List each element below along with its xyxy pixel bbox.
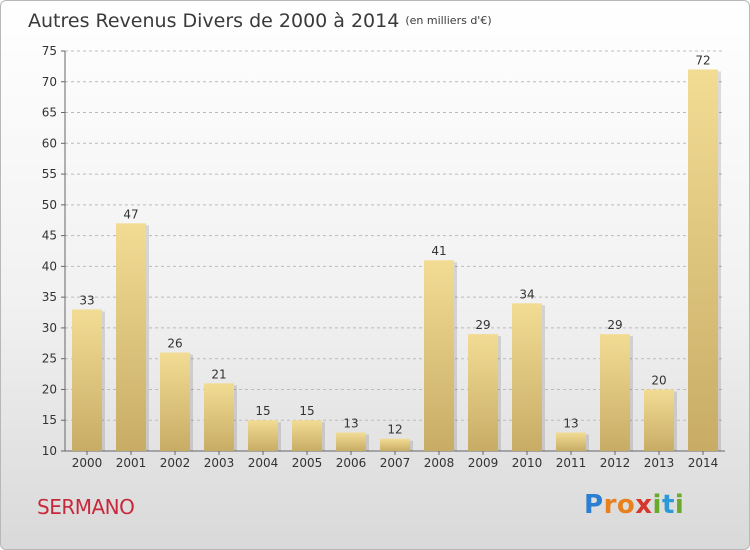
bar-2002[interactable] bbox=[160, 352, 190, 451]
data-label: 33 bbox=[79, 293, 94, 307]
bar-2013[interactable] bbox=[644, 389, 674, 451]
logo-letter: x bbox=[635, 490, 653, 520]
data-label: 13 bbox=[563, 417, 578, 431]
data-label: 34 bbox=[519, 287, 534, 301]
bar-2007[interactable] bbox=[380, 438, 410, 451]
data-label: 12 bbox=[387, 423, 402, 437]
y-tick-label: 30 bbox=[42, 321, 57, 335]
x-tick-label: 2005 bbox=[292, 456, 323, 470]
data-label: 47 bbox=[123, 207, 138, 221]
bar-2012[interactable] bbox=[600, 334, 630, 451]
x-tick-label: 2007 bbox=[380, 456, 411, 470]
x-tick-label: 2001 bbox=[116, 456, 147, 470]
x-tick-label: 2004 bbox=[248, 456, 279, 470]
bar-2009[interactable] bbox=[468, 334, 498, 451]
y-tick-label: 60 bbox=[42, 136, 57, 150]
logo-letter: i bbox=[652, 490, 662, 520]
data-label: 41 bbox=[431, 244, 446, 258]
bar-2005[interactable] bbox=[292, 420, 322, 451]
bar-2003[interactable] bbox=[204, 383, 234, 451]
y-tick-label: 35 bbox=[42, 290, 57, 304]
data-label: 26 bbox=[167, 337, 182, 351]
bar-2011[interactable] bbox=[556, 432, 586, 451]
bar-2006[interactable] bbox=[336, 432, 366, 451]
x-tick-label: 2011 bbox=[556, 456, 587, 470]
y-tick-label: 15 bbox=[42, 413, 57, 427]
chart-title-text: Autres Revenus Divers de 2000 à 2014 bbox=[28, 10, 400, 32]
x-tick-label: 2013 bbox=[644, 456, 675, 470]
data-label: 72 bbox=[695, 53, 710, 67]
commune-name: SERMANO bbox=[37, 495, 135, 519]
bar-2014[interactable] bbox=[688, 69, 718, 451]
y-tick-label: 25 bbox=[42, 352, 57, 366]
data-label: 15 bbox=[299, 404, 314, 418]
proxiti-logo[interactable]: Proxiti bbox=[584, 490, 684, 520]
logo-letter: P bbox=[584, 490, 604, 520]
x-tick-label: 2006 bbox=[336, 456, 367, 470]
x-tick-label: 2014 bbox=[688, 456, 719, 470]
y-tick-label: 45 bbox=[42, 229, 57, 243]
y-tick-label: 70 bbox=[42, 75, 57, 89]
x-tick-label: 2002 bbox=[160, 456, 191, 470]
chart-title: Autres Revenus Divers de 2000 à 2014 (en … bbox=[28, 10, 492, 32]
y-tick-label: 55 bbox=[42, 167, 57, 181]
bar-2008[interactable] bbox=[424, 260, 454, 451]
bar-2000[interactable] bbox=[72, 309, 102, 451]
x-tick-label: 2009 bbox=[468, 456, 499, 470]
data-label: 15 bbox=[255, 404, 270, 418]
bar-2001[interactable] bbox=[116, 223, 146, 451]
y-tick-label: 75 bbox=[42, 44, 57, 58]
data-label: 29 bbox=[475, 318, 490, 332]
x-tick-label: 2012 bbox=[600, 456, 631, 470]
y-tick-label: 10 bbox=[42, 444, 57, 458]
logo-letter: r bbox=[603, 490, 617, 520]
y-tick-label: 40 bbox=[42, 259, 57, 273]
logo-letter: t bbox=[661, 490, 675, 520]
logo-letter: i bbox=[674, 490, 685, 520]
x-tick-label: 2003 bbox=[204, 456, 235, 470]
y-tick-label: 20 bbox=[42, 382, 57, 396]
data-label: 29 bbox=[607, 318, 622, 332]
x-tick-label: 2010 bbox=[512, 456, 543, 470]
y-tick-label: 50 bbox=[42, 198, 57, 212]
chart-title-unit: (en milliers d'€) bbox=[405, 14, 492, 27]
data-label: 20 bbox=[651, 373, 666, 387]
data-label: 21 bbox=[211, 367, 226, 381]
x-tick-label: 2008 bbox=[424, 456, 455, 470]
y-tick-label: 65 bbox=[42, 106, 57, 120]
bar-2004[interactable] bbox=[248, 420, 278, 451]
logo-letter: o bbox=[616, 490, 636, 520]
bar-2010[interactable] bbox=[512, 303, 542, 451]
data-label: 13 bbox=[343, 417, 358, 431]
x-tick-label: 2000 bbox=[72, 456, 103, 470]
